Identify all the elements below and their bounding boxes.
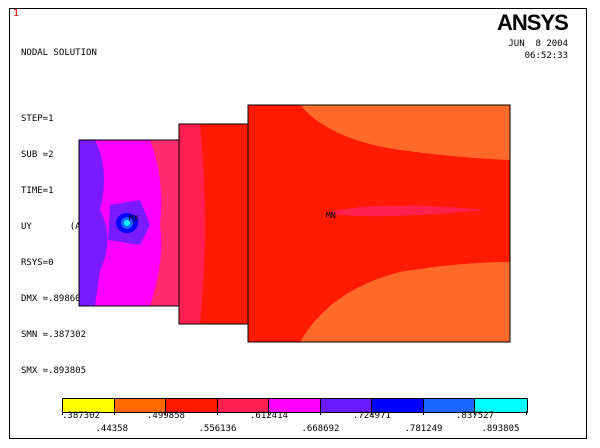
legend-tick (525, 411, 527, 415)
legend-swatch (320, 399, 372, 412)
solution-info: NODAL SOLUTION STEP=1 SUB =2 TIME=1 UY (… (21, 23, 97, 389)
legend-tick (319, 411, 321, 415)
legend-label: .668692 (301, 424, 340, 434)
window-number: 1 (13, 8, 20, 19)
date-text: JUN 8 2004 (508, 39, 568, 49)
legend-tick (474, 411, 475, 415)
color-legend (62, 398, 528, 413)
info-rsys: RSYS=0 (21, 258, 54, 268)
left-block (78, 139, 180, 307)
legend-swatch (166, 399, 218, 412)
info-title: NODAL SOLUTION (21, 48, 97, 58)
ansys-logo: ANSYS (497, 10, 569, 35)
legend-swatch (114, 399, 166, 412)
legend-label: .781249 (404, 424, 443, 434)
info-time: TIME=1 (21, 186, 54, 196)
legend-label: .893805 (481, 424, 520, 434)
middle-block (178, 123, 249, 325)
legend-tick (422, 411, 424, 415)
legend-swatch (217, 399, 269, 412)
legend-label: .724971 (353, 411, 391, 421)
legend-swatch (423, 399, 475, 412)
legend-tick (371, 411, 372, 415)
legend-label: .44358 (95, 424, 129, 434)
right-block (247, 104, 511, 343)
max-marker: MX (129, 214, 139, 223)
legend-tick (268, 411, 269, 415)
legend-tick (165, 411, 166, 415)
legend-swatch (63, 399, 115, 412)
info-step: STEP=1 (21, 114, 54, 124)
info-dmx: DMX =.898604 (21, 294, 87, 304)
legend-label: .387302 (62, 411, 100, 421)
legend-tick (216, 411, 218, 415)
legend-label: .499858 (147, 411, 185, 421)
legend-label: .612414 (250, 411, 288, 421)
legend-swatch (475, 399, 527, 412)
legend-label: .837527 (456, 411, 494, 421)
min-marker: MN (326, 211, 336, 220)
legend-label: .556136 (198, 424, 237, 434)
time-text: 06:52:33 (524, 51, 568, 61)
info-sub: SUB =2 (21, 150, 54, 160)
legend-swatch (372, 399, 424, 412)
legend-swatch (269, 399, 321, 412)
info-smx: SMX =.893805 (21, 366, 87, 376)
timestamp: JUN 8 2004 06:52:33 (480, 38, 568, 62)
legend-tick (113, 411, 115, 415)
legend-tick (62, 411, 63, 415)
info-smn: SMN =.387302 (21, 330, 87, 340)
